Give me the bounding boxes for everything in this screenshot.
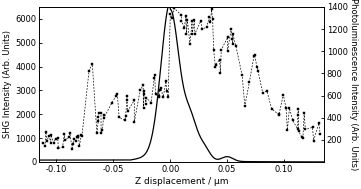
Y-axis label: Photoluminescence Intensity (Arb. Units): Photoluminescence Intensity (Arb. Units) [348,0,357,171]
Y-axis label: SHG Intensity (Arb. Units): SHG Intensity (Arb. Units) [4,30,13,139]
X-axis label: Z displacement / μm: Z displacement / μm [135,177,229,186]
